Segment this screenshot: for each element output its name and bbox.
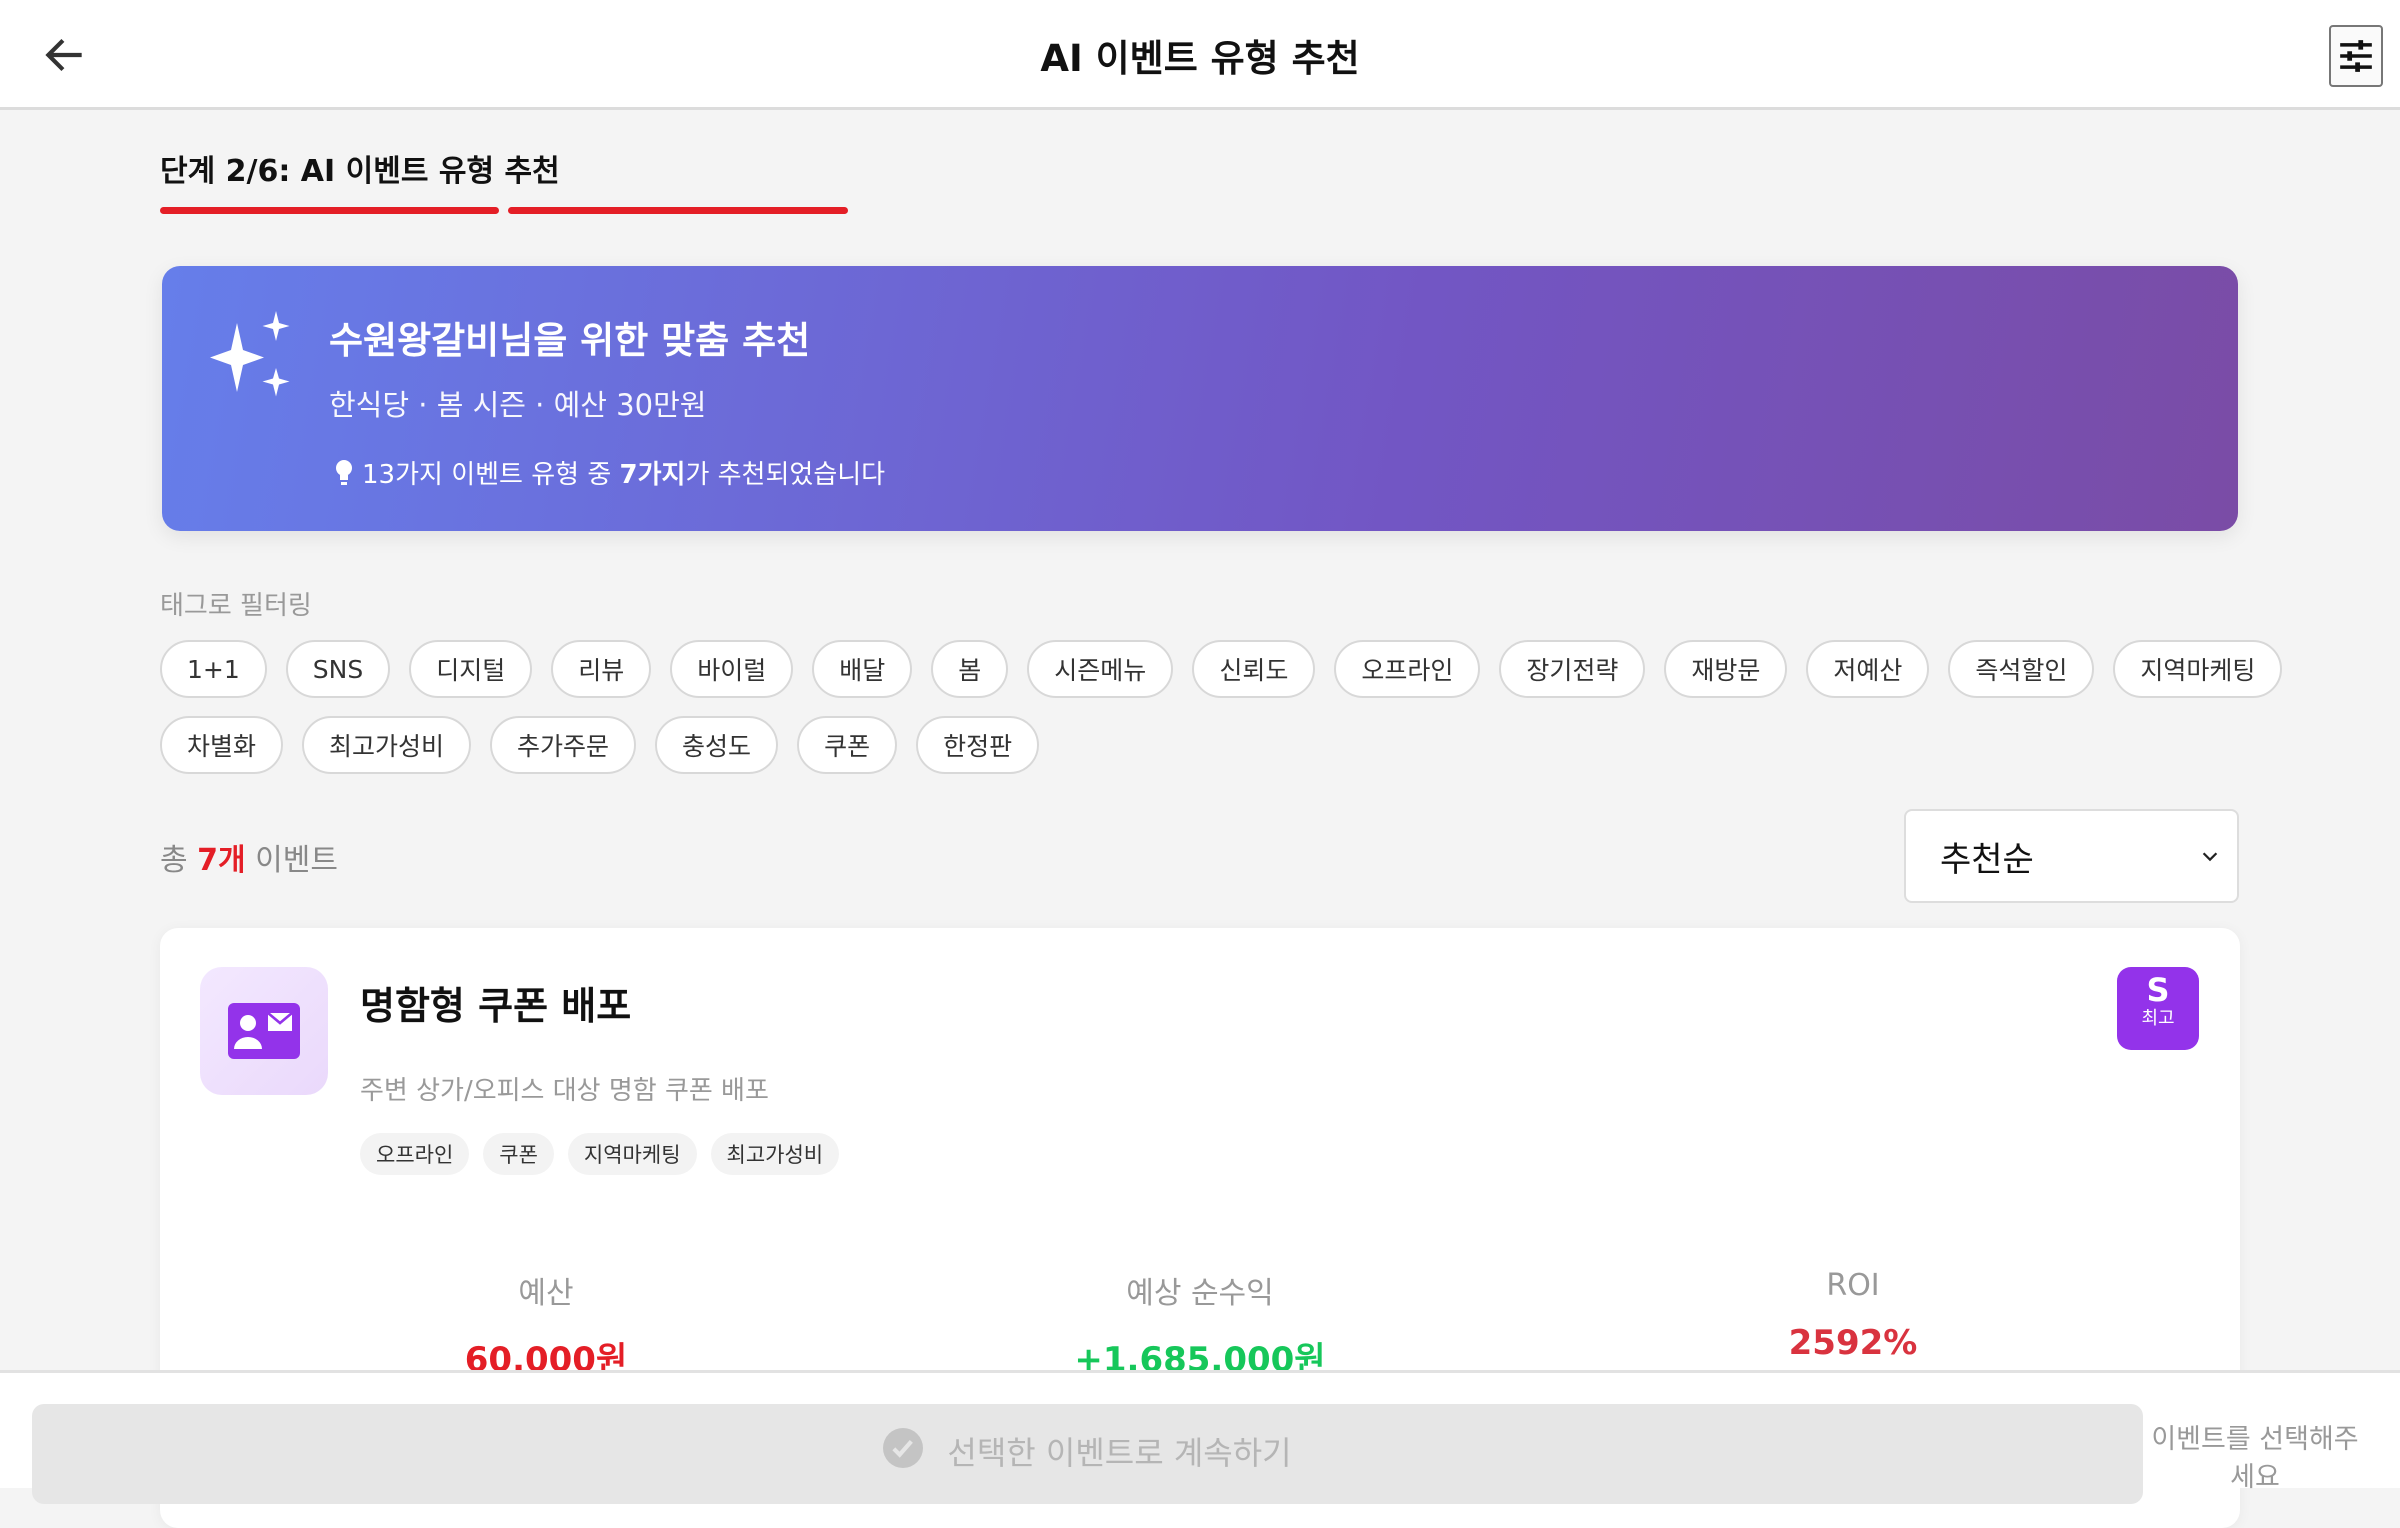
tag-filter-chip[interactable]: 저예산: [1806, 640, 1930, 698]
event-tag: 최고가성비: [710, 1133, 840, 1175]
banner-title: 수원왕갈비님을 위한 맞춤 추천: [329, 319, 811, 362]
stat-value: 2592%: [1788, 1323, 1918, 1363]
event-tag: 오프라인: [360, 1133, 470, 1175]
page-title: AI 이벤트 유형 추천: [1040, 37, 1360, 80]
tag-filter-chip[interactable]: 리뷰: [551, 640, 652, 698]
tip-count: 7가지: [619, 460, 686, 490]
badge-label: 최고: [2141, 1008, 2175, 1029]
sliders-icon: [2340, 40, 2372, 72]
event-title: 명함형 쿠폰 배포: [360, 984, 632, 1028]
grade-badge: S 최고: [2117, 967, 2199, 1050]
tag-filter-chip[interactable]: 오프라인: [1334, 640, 1481, 698]
tag-filter-chip[interactable]: 차별화: [160, 716, 284, 774]
tag-filter-chip[interactable]: 쿠폰: [797, 716, 898, 774]
stat-label: ROI: [1826, 1268, 1880, 1303]
stat-label: 예산: [518, 1276, 574, 1311]
progress-segment-2: [508, 207, 848, 214]
tip-text: 13가지 이벤트 유형 중: [362, 460, 620, 490]
tag-filter-chip[interactable]: 신뢰도: [1192, 640, 1316, 698]
step-title: 단계 2/6: AI 이벤트 유형 추천: [160, 154, 560, 189]
sparkles-icon: [210, 311, 290, 397]
tag-filter-chip[interactable]: 1+1: [160, 640, 267, 698]
tag-filter-chip[interactable]: 배달: [812, 640, 913, 698]
sort-selected: 추천순: [1940, 839, 2034, 880]
filter-label: 태그로 필터링: [160, 591, 312, 621]
event-icon: [200, 967, 328, 1095]
tag-filter-chip[interactable]: 장기전략: [1499, 640, 1646, 698]
event-tag: 쿠폰: [483, 1133, 554, 1175]
lightbulb-icon: [336, 459, 352, 485]
chevron-down-icon: [2202, 852, 2218, 862]
tag-filter-chip[interactable]: 지역마케팅: [2113, 640, 2283, 698]
tag-filter-chip[interactable]: 충성도: [655, 716, 779, 774]
stat-1: 예상 순수익 +1,685,000원: [900, 1268, 1500, 1381]
event-tags: 오프라인 쿠폰 지역마케팅 최고가성비: [360, 1133, 840, 1175]
id-card-icon: [228, 1003, 300, 1059]
event-count: 총 7개 이벤트: [160, 835, 338, 879]
badge-grade: S: [2146, 971, 2170, 1009]
tag-filter-chip[interactable]: 추가주문: [490, 716, 637, 774]
stat-label: 예상 순수익: [1126, 1276, 1274, 1311]
event-description: 주변 상가/오피스 대상 명함 쿠폰 배포: [360, 1076, 769, 1106]
tag-filter-chip[interactable]: 즉석할인: [1948, 640, 2095, 698]
continue-button[interactable]: 선택한 이벤트로 계속하기: [32, 1404, 2143, 1504]
count-suffix: 이벤트: [245, 843, 338, 878]
banner-subtitle: 한식당 · 봄 시즌 · 예산 30만원: [329, 388, 707, 422]
sort-select[interactable]: 추천순: [1904, 809, 2239, 903]
selection-hint: 이벤트를 선택해주세요: [2151, 1424, 2359, 1493]
tag-filter-chip[interactable]: 한정판: [916, 716, 1040, 774]
bottom-bar: 선택한 이벤트로 계속하기 이벤트를 선택해주세요: [0, 1370, 2400, 1504]
tag-filter-row-2: 차별화 최고가성비 추가주문 충성도 쿠폰 한정판: [160, 716, 1040, 774]
recommendation-banner: 수원왕갈비님을 위한 맞춤 추천 한식당 · 봄 시즌 · 예산 30만원 13…: [162, 266, 2238, 531]
stat-2: ROI 2592%: [1553, 1268, 2153, 1363]
arrow-left-icon[interactable]: [40, 30, 90, 80]
tag-filter-chip[interactable]: 봄: [931, 640, 1009, 698]
tag-filter-chip[interactable]: 재방문: [1664, 640, 1788, 698]
banner-tip: 13가지 이벤트 유형 중 7가지가 추천되었습니다: [334, 454, 885, 491]
event-tag: 지역마케팅: [567, 1133, 697, 1175]
settings-button[interactable]: [2329, 25, 2383, 87]
tag-filter-chip[interactable]: 최고가성비: [302, 716, 472, 774]
top-bar: AI 이벤트 유형 추천: [0, 0, 2400, 110]
continue-label: 선택한 이벤트로 계속하기: [947, 1434, 1292, 1472]
tag-filter-chip[interactable]: 시즌메뉴: [1027, 640, 1174, 698]
count-prefix: 총: [160, 843, 198, 878]
count-value: 7개: [197, 843, 246, 878]
check-circle-icon: [883, 1428, 924, 1468]
tag-filter-chip[interactable]: 디지털: [409, 640, 533, 698]
stat-0: 예산 60,000원: [246, 1268, 846, 1381]
tip-text-end: 가 추천되었습니다: [685, 460, 886, 490]
progress-segment-1: [160, 207, 499, 214]
tag-filter-row-1: 1+1 SNS 디지털 리뷰 바이럴 배달 봄 시즌메뉴 신뢰도 오프라인 장기전략 재방문 저예산 즉석…: [160, 640, 2283, 698]
tag-filter-chip[interactable]: 바이럴: [670, 640, 794, 698]
tag-filter-chip[interactable]: SNS: [285, 640, 391, 698]
